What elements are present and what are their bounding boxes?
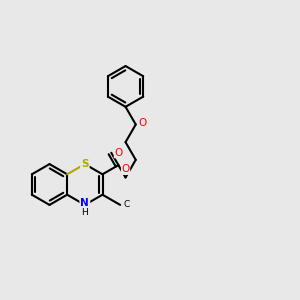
Text: O: O <box>139 118 147 128</box>
Text: N: N <box>80 198 89 208</box>
Text: O: O <box>114 148 122 158</box>
Text: O: O <box>122 164 130 175</box>
Text: C: C <box>123 200 129 209</box>
Text: H: H <box>81 208 88 217</box>
Text: S: S <box>81 159 88 169</box>
